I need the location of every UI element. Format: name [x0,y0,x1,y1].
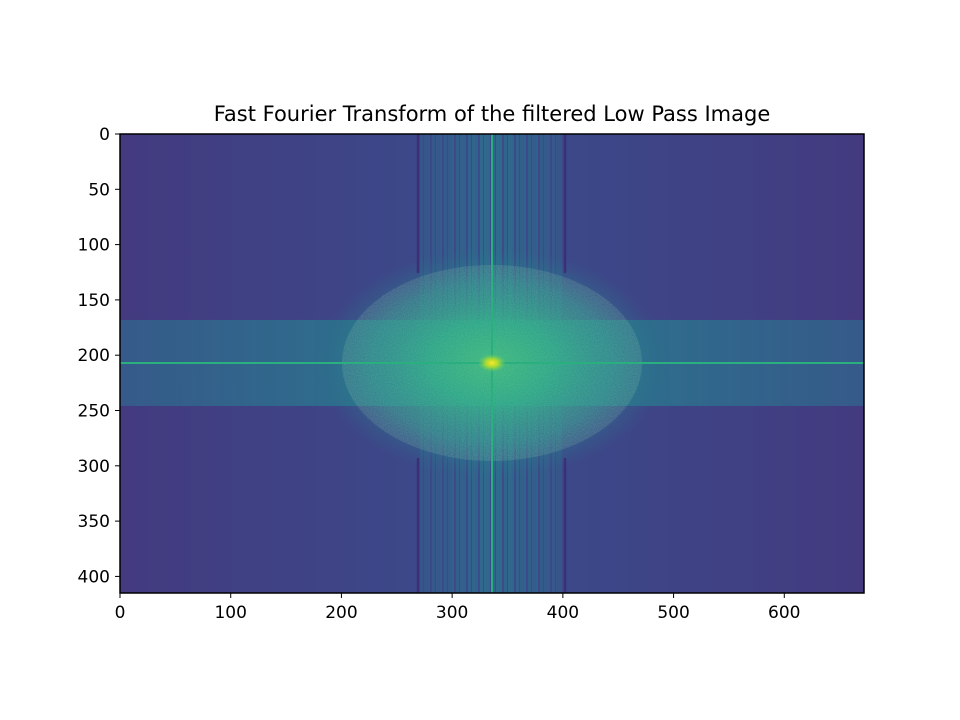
y-tick-label: 100 [78,236,110,256]
x-tick-label: 200 [325,603,357,623]
x-tick-label: 300 [436,603,468,623]
y-tick-label: 300 [78,457,110,477]
y-axis: 0 50 100 150 200 250 300 350 400 [78,125,120,587]
x-tick-label: 600 [768,603,800,623]
x-tick-label: 400 [547,603,579,623]
dark-artifact-lines [416,134,567,593]
dc-peak [478,353,506,372]
y-tick-label: 150 [78,291,110,311]
y-tick-label: 200 [78,346,110,366]
x-tick-label: 500 [657,603,689,623]
y-tick-label: 0 [99,125,110,145]
y-tick-label: 250 [78,402,110,422]
x-tick-label: 0 [115,603,126,623]
y-tick-label: 50 [88,180,110,200]
plot-area [120,134,864,593]
plot-frame [119,133,865,594]
x-tick-label: 100 [214,603,246,623]
x-axis: 0 100 200 300 400 500 600 [115,593,801,623]
y-tick-label: 350 [78,512,110,532]
y-tick-label: 400 [78,567,110,587]
chart-title: Fast Fourier Transform of the filtered L… [214,102,771,126]
